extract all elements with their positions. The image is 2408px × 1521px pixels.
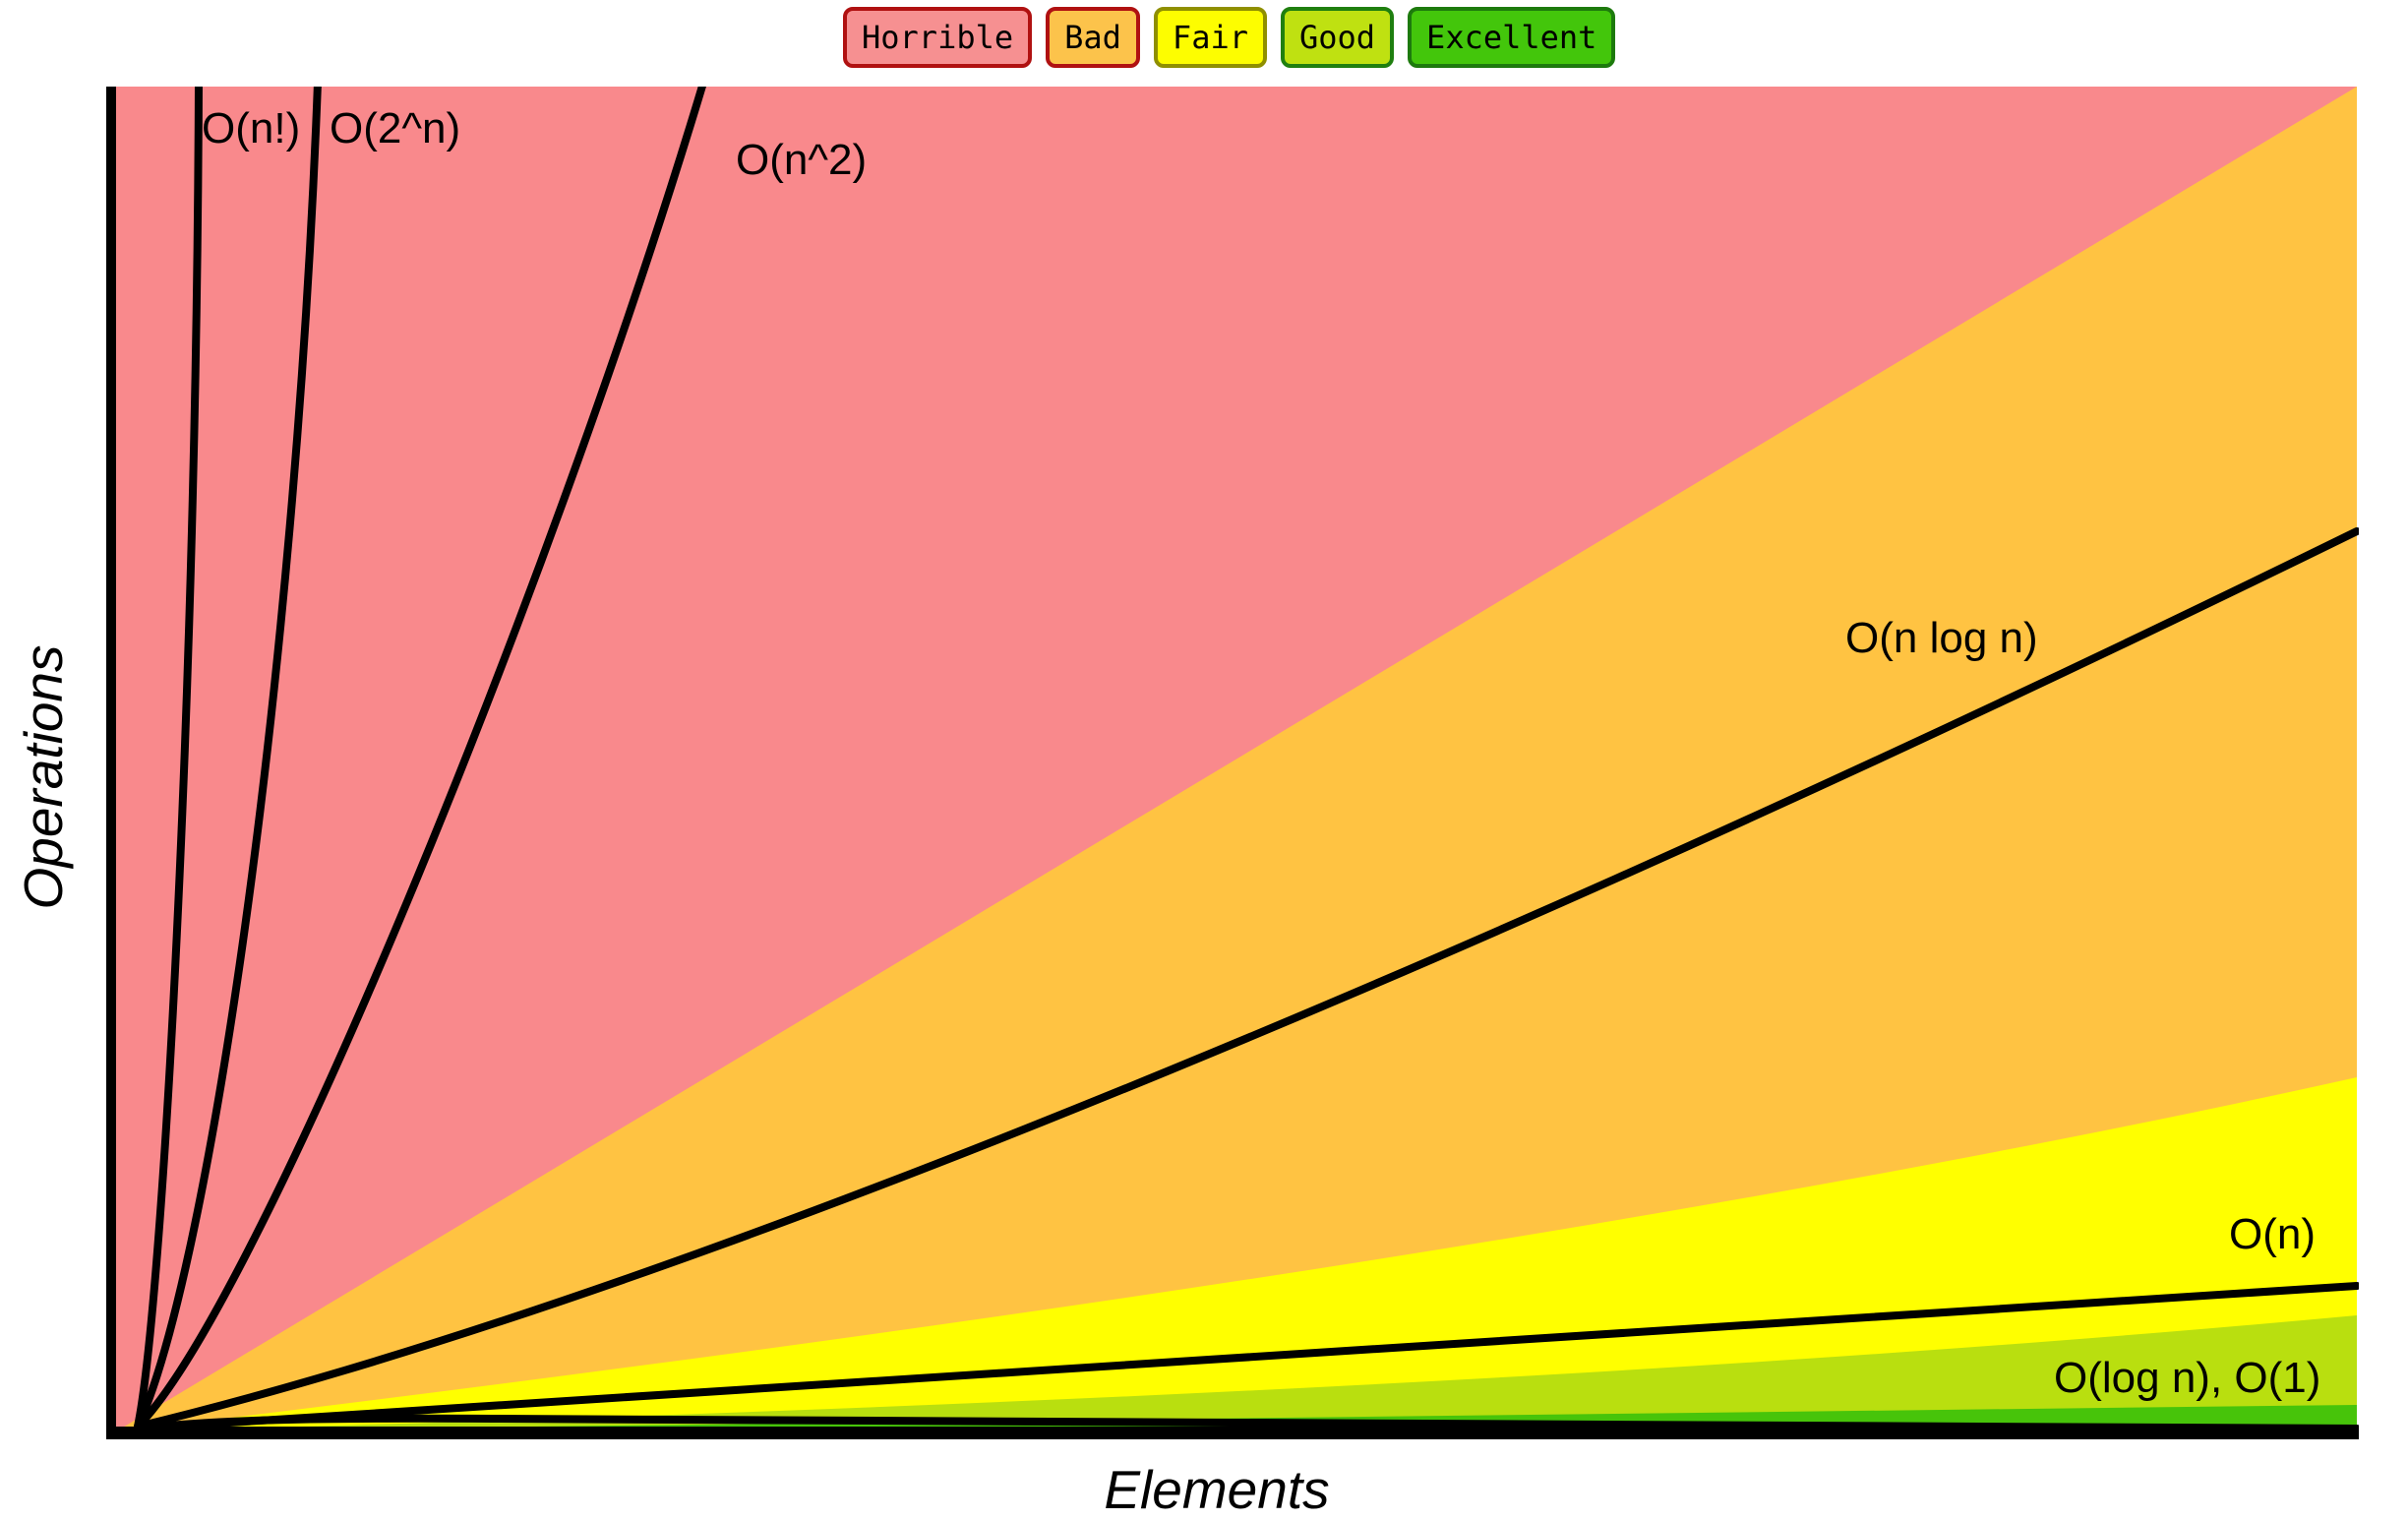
curve-o-n-factorial: [134, 87, 203, 1430]
label-o-log-n-o-1: O(log n), O(1): [2054, 1354, 2321, 1402]
legend-badge-good: Good: [1280, 7, 1395, 68]
label-o-2-pow-n: O(2^n): [330, 104, 461, 152]
region-good: [116, 1315, 2357, 1431]
x-axis-line: [106, 1427, 2359, 1439]
legend: Horrible Bad Fair Good Excellent: [843, 7, 1616, 68]
curve-o-n-squared: [134, 87, 706, 1430]
label-o-n-log-n: O(n log n): [1845, 614, 2038, 662]
legend-badge-fair: Fair: [1153, 7, 1267, 68]
curve-o-n-log-n: [134, 527, 2359, 1430]
y-axis-label: Operations: [13, 644, 74, 910]
legend-badge-excellent: Excellent: [1408, 7, 1616, 68]
y-axis-line: [106, 87, 116, 1439]
label-o-n: O(n): [2229, 1210, 2316, 1258]
label-o-n-factorial: O(n!): [202, 104, 301, 152]
curve-o-2-pow-n: [134, 87, 322, 1430]
x-axis-label: Elements: [1104, 1459, 1330, 1520]
region-fair: [116, 1077, 2357, 1431]
curve-o-n: [134, 1282, 2359, 1432]
label-o-n-squared: O(n^2): [736, 136, 868, 184]
legend-badge-horrible: Horrible: [843, 7, 1033, 68]
region-bad: [116, 87, 2357, 1431]
legend-badge-bad: Bad: [1046, 7, 1140, 68]
